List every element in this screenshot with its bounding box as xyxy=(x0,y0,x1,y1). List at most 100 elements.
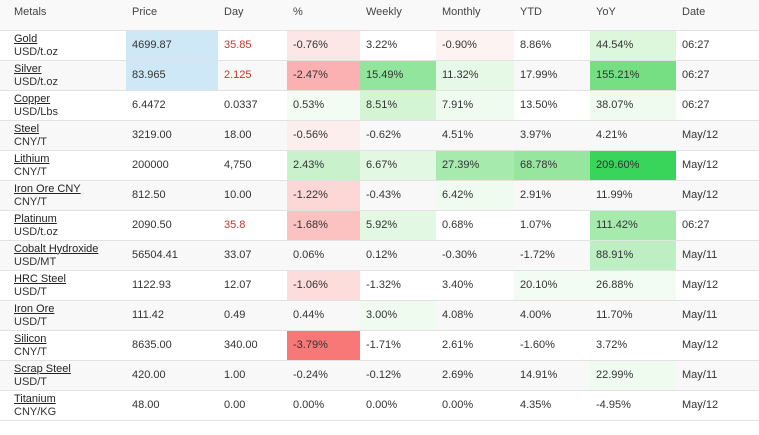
weekly-cell: 5.92% xyxy=(360,209,436,240)
metal-unit: USD/MT xyxy=(14,255,57,268)
percent-cell: -2.47% xyxy=(287,59,360,90)
monthly-cell: -0.30% xyxy=(436,239,514,270)
weekly-cell: -0.43% xyxy=(360,179,436,210)
price-cell: 812.50 xyxy=(126,179,218,210)
weekly-cell: 0.00% xyxy=(360,389,436,421)
table-row: Silicon CNY/T 8635.00 340.00 -3.79% -1.71% 2.6… xyxy=(0,329,759,360)
metal-unit: CNY/KG xyxy=(14,405,57,418)
day-cell: 4,750 xyxy=(218,149,287,180)
weekly-cell: -1.32% xyxy=(360,269,436,300)
monthly-cell: 4.51% xyxy=(436,119,514,150)
header-row: Metals Price Day % Weekly Monthly YTD Yo… xyxy=(0,0,759,30)
metal-link[interactable]: Titanium xyxy=(14,392,56,405)
percent-cell: -1.22% xyxy=(287,179,360,210)
monthly-cell: 3.40% xyxy=(436,269,514,300)
day-cell: 1.00 xyxy=(218,359,287,390)
metal-link[interactable]: Platinum xyxy=(14,212,57,225)
weekly-cell: 15.49% xyxy=(360,59,436,90)
metal-link[interactable]: Lithium xyxy=(14,152,50,165)
percent-cell: 2.43% xyxy=(287,149,360,180)
metal-link[interactable]: HRC Steel xyxy=(14,272,66,285)
metal-link[interactable]: Iron Ore CNY xyxy=(14,182,81,195)
table-row: Lithium CNY/T 200000 4,750 2.43% 6.67% 27.39% 6… xyxy=(0,149,759,180)
day-cell: 340.00 xyxy=(218,329,287,360)
monthly-cell: 11.32% xyxy=(436,59,514,90)
monthly-cell: 7.91% xyxy=(436,89,514,120)
day-cell: 0.0337 xyxy=(218,89,287,120)
metal-link[interactable]: Silver xyxy=(14,62,42,75)
yoy-cell: 4.21% xyxy=(590,119,676,150)
metal-unit: USD/t.oz xyxy=(14,225,59,238)
ytd-cell: 13.50% xyxy=(514,89,590,120)
metal-cell: Iron Ore USD/T xyxy=(0,299,126,330)
date-cell: May/12 xyxy=(676,269,759,300)
header-yoy[interactable]: YoY xyxy=(590,0,676,30)
date-cell: 06:27 xyxy=(676,89,759,120)
date-cell: May/12 xyxy=(676,329,759,360)
date-cell: May/12 xyxy=(676,179,759,210)
price-cell: 2090.50 xyxy=(126,209,218,240)
metal-link[interactable]: Iron Ore xyxy=(14,302,55,315)
yoy-cell: -4.95% xyxy=(590,389,676,421)
weekly-cell: 3.22% xyxy=(360,29,436,60)
metal-cell: Silver USD/t.oz xyxy=(0,59,126,90)
header-metals[interactable]: Metals xyxy=(0,0,126,30)
monthly-cell: 27.39% xyxy=(436,149,514,180)
weekly-cell: -1.71% xyxy=(360,329,436,360)
header-percent[interactable]: % xyxy=(287,0,360,30)
yoy-cell: 111.42% xyxy=(590,209,676,240)
price-cell: 8635.00 xyxy=(126,329,218,360)
percent-cell: -0.76% xyxy=(287,29,360,60)
metal-link[interactable]: Steel xyxy=(14,122,40,135)
header-monthly[interactable]: Monthly xyxy=(436,0,514,30)
percent-cell: -0.24% xyxy=(287,359,360,390)
weekly-cell: 6.67% xyxy=(360,149,436,180)
metal-unit: CNY/T xyxy=(14,195,47,208)
metal-unit: CNY/T xyxy=(14,345,47,358)
header-weekly[interactable]: Weekly xyxy=(360,0,436,30)
metal-unit: USD/Lbs xyxy=(14,105,59,118)
monthly-cell: 4.08% xyxy=(436,299,514,330)
percent-cell: -0.56% xyxy=(287,119,360,150)
header-day[interactable]: Day xyxy=(218,0,287,30)
metal-cell: Platinum USD/t.oz xyxy=(0,209,126,240)
price-cell: 4699.87 xyxy=(126,29,218,60)
date-cell: May/12 xyxy=(676,149,759,180)
metal-unit: USD/t.oz xyxy=(14,75,59,88)
date-cell: 06:27 xyxy=(676,59,759,90)
metal-link[interactable]: Silicon xyxy=(14,332,47,345)
table-row: Cobalt Hydroxide USD/MT 56504.41 33.07 0.06%… xyxy=(0,239,759,270)
price-cell: 83.965 xyxy=(126,59,218,90)
price-cell: 200000 xyxy=(126,149,218,180)
metal-link[interactable]: Cobalt Hydroxide xyxy=(14,242,99,255)
date-cell: 06:27 xyxy=(676,209,759,240)
table-row: HRC Steel USD/T 1122.93 12.07 -1.06% -1.32% 3.… xyxy=(0,269,759,300)
price-cell: 420.00 xyxy=(126,359,218,390)
monthly-cell: 6.42% xyxy=(436,179,514,210)
header-price[interactable]: Price xyxy=(126,0,218,30)
date-cell: May/11 xyxy=(676,299,759,330)
table-row: Iron Ore USD/T 111.42 0.49 0.44% 3.00% 4.08% 4.… xyxy=(0,299,759,330)
ytd-cell: 1.07% xyxy=(514,209,590,240)
yoy-cell: 38.07% xyxy=(590,89,676,120)
ytd-cell: 14.91% xyxy=(514,359,590,390)
percent-cell: 0.53% xyxy=(287,89,360,120)
ytd-cell: 3.97% xyxy=(514,119,590,150)
metal-link[interactable]: Copper xyxy=(14,92,51,105)
table-row: Steel CNY/T 3219.00 18.00 -0.56% -0.62% 4.51% 3… xyxy=(0,119,759,150)
header-ytd[interactable]: YTD xyxy=(514,0,590,30)
ytd-cell: 4.35% xyxy=(514,389,590,421)
yoy-cell: 26.88% xyxy=(590,269,676,300)
yoy-cell: 22.99% xyxy=(590,359,676,390)
ytd-cell: 20.10% xyxy=(514,269,590,300)
metal-cell: Iron Ore CNY CNY/T xyxy=(0,179,126,210)
metal-cell: HRC Steel USD/T xyxy=(0,269,126,300)
table-row: Scrap Steel USD/T 420.00 1.00 -0.24% -0.12% 2.… xyxy=(0,359,759,390)
day-cell: 2.125 xyxy=(218,59,287,90)
weekly-cell: -0.12% xyxy=(360,359,436,390)
header-date[interactable]: Date xyxy=(676,0,759,30)
metal-link[interactable]: Scrap Steel xyxy=(14,362,71,375)
price-cell: 6.4472 xyxy=(126,89,218,120)
price-cell: 56504.41 xyxy=(126,239,218,270)
metal-link[interactable]: Gold xyxy=(14,32,38,45)
